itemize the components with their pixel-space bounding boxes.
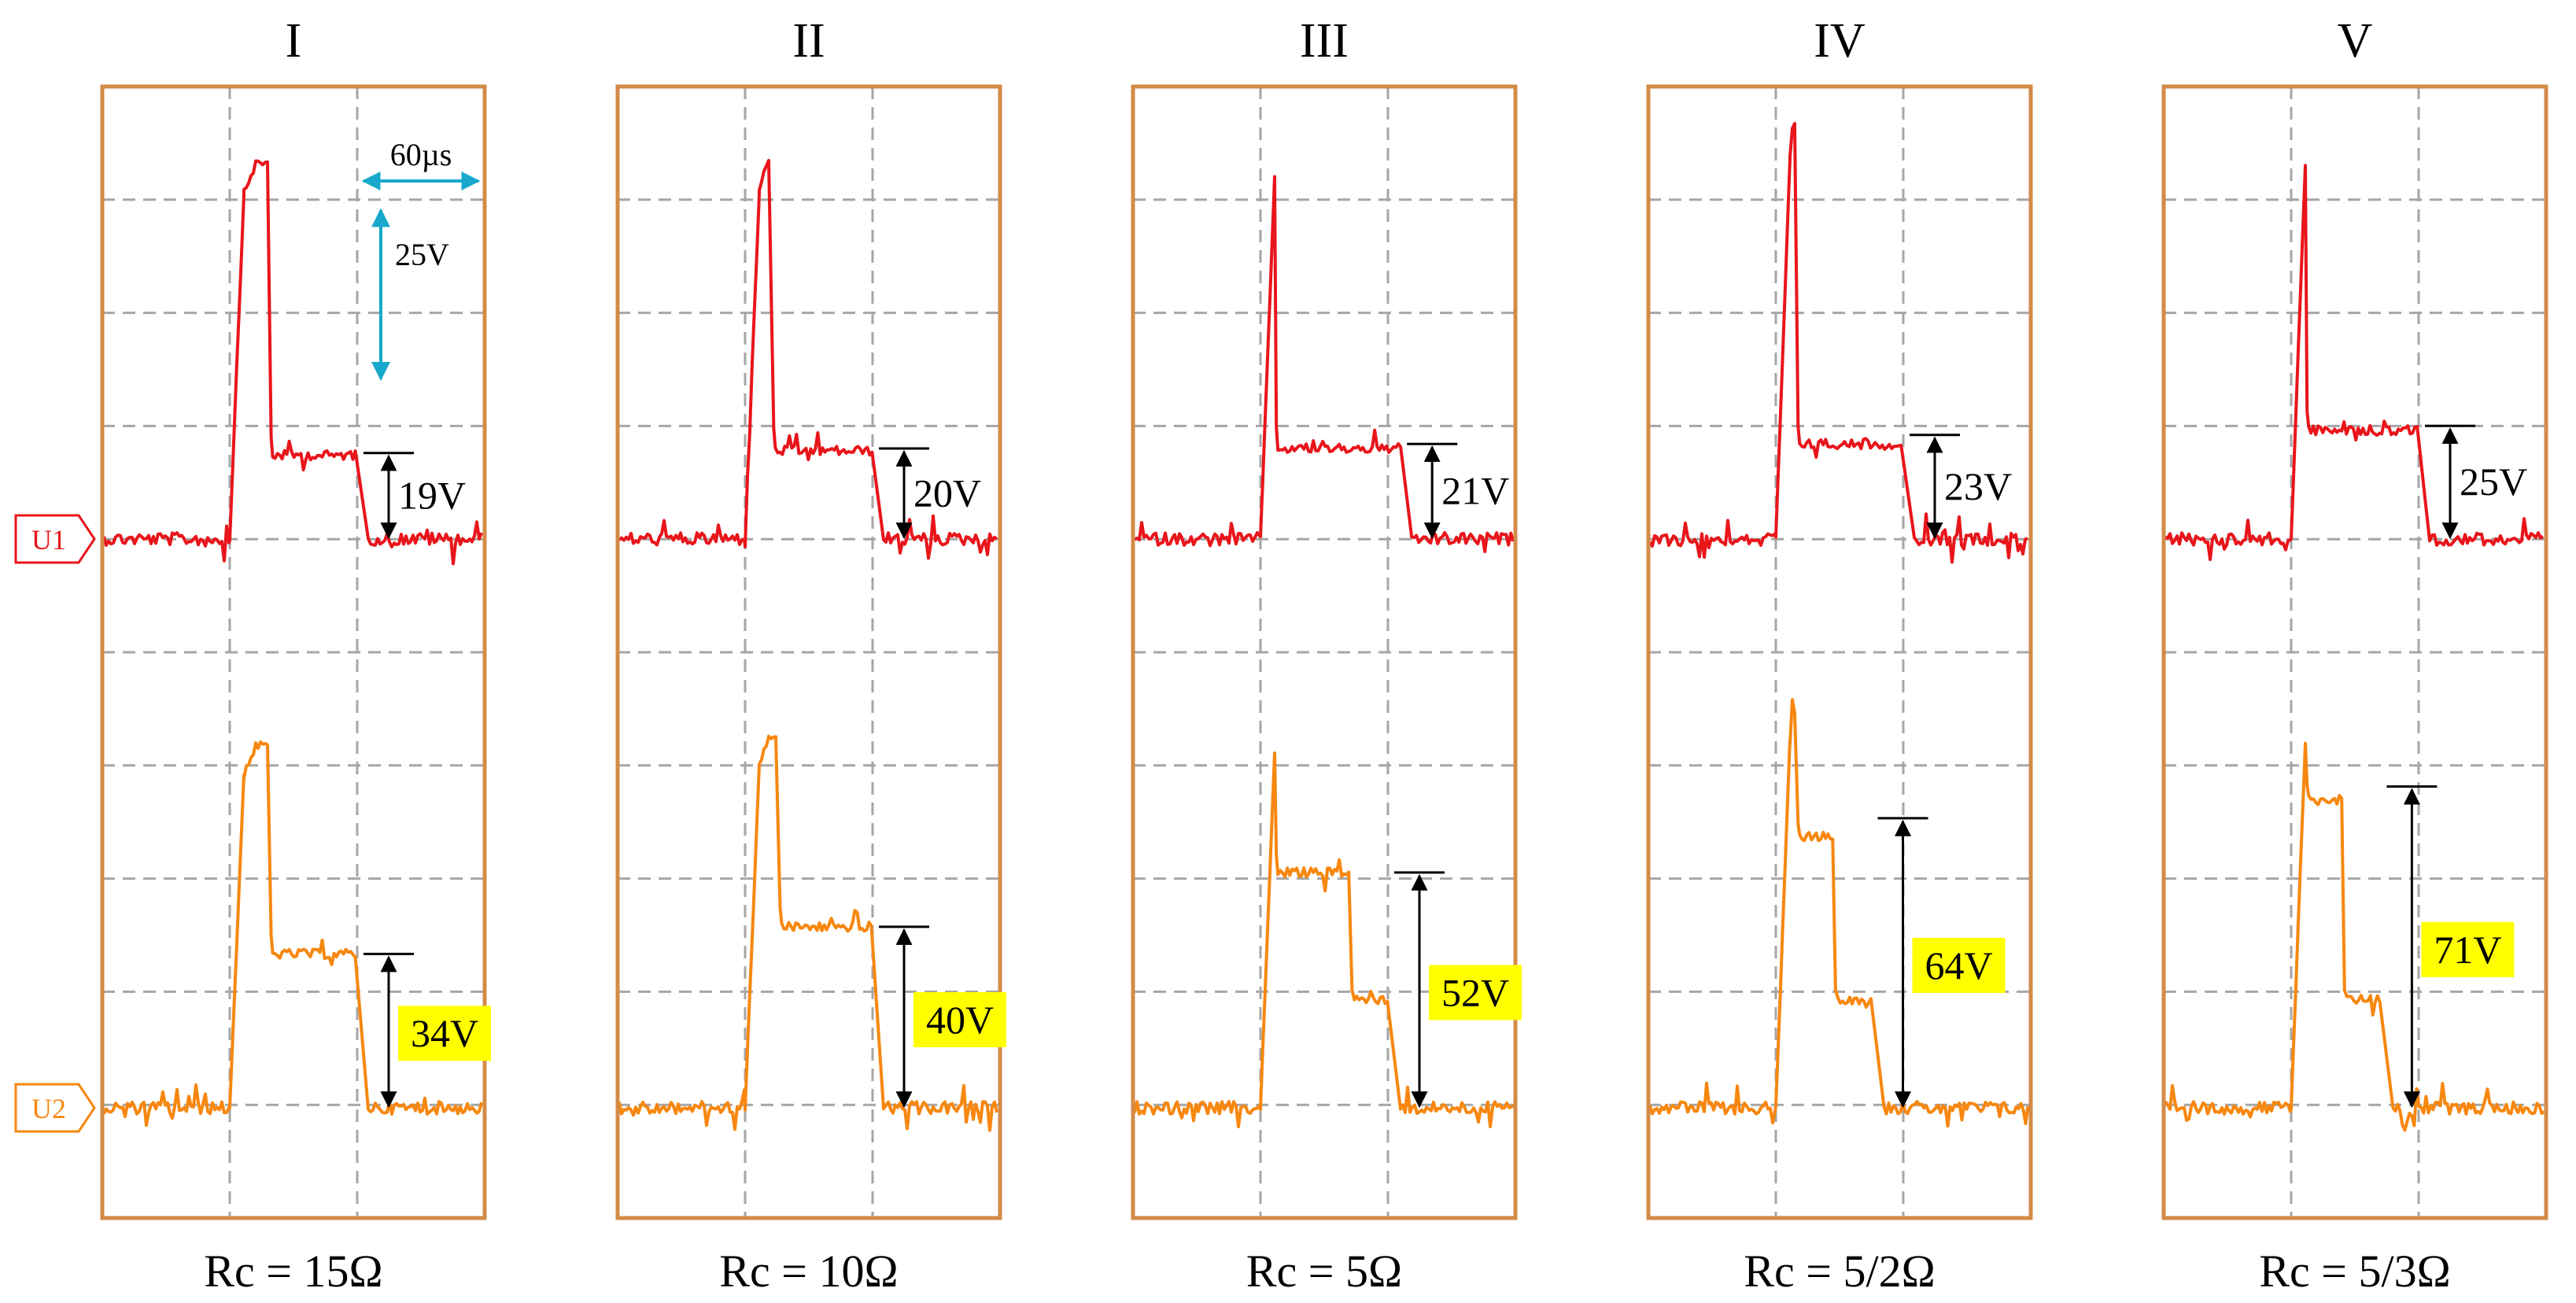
measure-label: 23V bbox=[1944, 464, 2012, 508]
u2-trace bbox=[102, 740, 483, 1127]
panel-3: III 21V 52V Rc = 5Ω bbox=[1131, 14, 1522, 1297]
u1-measurement: 21V bbox=[1407, 442, 1509, 540]
u1-trace bbox=[1134, 175, 1515, 553]
u2-measurement: 71V bbox=[2386, 785, 2515, 1109]
panel-numeral: V bbox=[2338, 14, 2373, 68]
measure-highlight bbox=[398, 1006, 491, 1061]
u1-measurement: 19V bbox=[364, 452, 466, 540]
u2-trace bbox=[618, 734, 998, 1132]
channel-label-u1-shape bbox=[14, 514, 96, 564]
grid bbox=[1648, 87, 2031, 1218]
measure-highlight bbox=[1912, 937, 2006, 993]
u1-measurement: 20V bbox=[879, 447, 981, 540]
u2-trace bbox=[1648, 698, 2030, 1128]
panel-caption: Rc = 5Ω bbox=[1246, 1246, 1402, 1297]
measure-label: 19V bbox=[398, 473, 466, 517]
channel-label-u1: U1 bbox=[14, 514, 96, 564]
panel-frame bbox=[1646, 84, 2033, 1220]
grid bbox=[618, 87, 1000, 1218]
measure-highlight bbox=[1429, 965, 1522, 1021]
u2-measurement: 34V bbox=[364, 952, 491, 1109]
panel-caption: Rc = 5/2Ω bbox=[1744, 1246, 1935, 1297]
u1-trace bbox=[1648, 121, 2028, 564]
u2-measurement: 52V bbox=[1394, 871, 1522, 1109]
measure-label: 40V bbox=[926, 998, 994, 1042]
u1-measurement: 25V bbox=[2425, 424, 2527, 540]
u2-trace bbox=[2164, 741, 2545, 1132]
u1-trace bbox=[618, 158, 998, 560]
u2-measurement: 64V bbox=[1877, 817, 2006, 1109]
grid bbox=[2164, 87, 2546, 1218]
grid bbox=[102, 87, 485, 1218]
panel-frame bbox=[100, 84, 487, 1220]
measure-label: 52V bbox=[1441, 970, 1509, 1014]
channel-labels: U1 U2 bbox=[14, 514, 96, 1133]
u2-trace bbox=[1133, 751, 1515, 1128]
measure-highlight bbox=[2421, 921, 2515, 977]
panel-caption: Rc = 15Ω bbox=[204, 1246, 382, 1297]
panel-numeral: I bbox=[286, 14, 302, 68]
panel-numeral: III bbox=[1300, 14, 1349, 68]
channel-label-u2-shape bbox=[14, 1083, 96, 1133]
panel-5: V 25V 71V Rc = 5/3Ω bbox=[2161, 14, 2548, 1297]
panel-numeral: IV bbox=[1814, 14, 1866, 68]
panel-frame bbox=[1131, 84, 1518, 1220]
panel-frame bbox=[615, 84, 1002, 1220]
channel-label-u1-text: U1 bbox=[31, 524, 66, 556]
measure-label: 64V bbox=[1925, 943, 1992, 987]
measure-label: 34V bbox=[411, 1011, 478, 1055]
grid bbox=[1133, 87, 1515, 1218]
u2-measurement: 40V bbox=[879, 925, 1006, 1109]
channel-label-u2: U2 bbox=[14, 1083, 96, 1133]
panel-2: II 20V 40V Rc = 10Ω bbox=[615, 14, 1006, 1297]
measure-label: 21V bbox=[1441, 469, 1509, 513]
time-scale-label: 60µs bbox=[390, 137, 452, 172]
measure-label: 71V bbox=[2434, 928, 2501, 972]
panel-caption: Rc = 5/3Ω bbox=[2259, 1246, 2450, 1297]
measure-highlight bbox=[913, 991, 1006, 1047]
channel-label-u2-text: U2 bbox=[31, 1093, 66, 1124]
panel-1: I 19V 34V Rc = 15Ω 60µs 25V bbox=[100, 14, 491, 1297]
panel-4: IV 23V 64V Rc = 5/2Ω bbox=[1646, 14, 2033, 1297]
panel-caption: Rc = 10Ω bbox=[719, 1246, 898, 1297]
panel-numeral: II bbox=[792, 14, 825, 68]
u1-measurement: 23V bbox=[1910, 434, 2012, 540]
u1-trace bbox=[2165, 164, 2545, 561]
panel-frame bbox=[2161, 84, 2548, 1220]
u1-trace bbox=[102, 159, 483, 566]
measure-label: 20V bbox=[913, 471, 981, 515]
voltage-scale-label: 25V bbox=[395, 237, 449, 272]
measure-label: 25V bbox=[2460, 460, 2527, 504]
scale-indicator: 60µs 25V bbox=[361, 137, 481, 382]
